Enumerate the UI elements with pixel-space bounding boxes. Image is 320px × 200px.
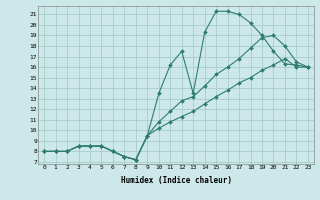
X-axis label: Humidex (Indice chaleur): Humidex (Indice chaleur) [121,176,231,185]
